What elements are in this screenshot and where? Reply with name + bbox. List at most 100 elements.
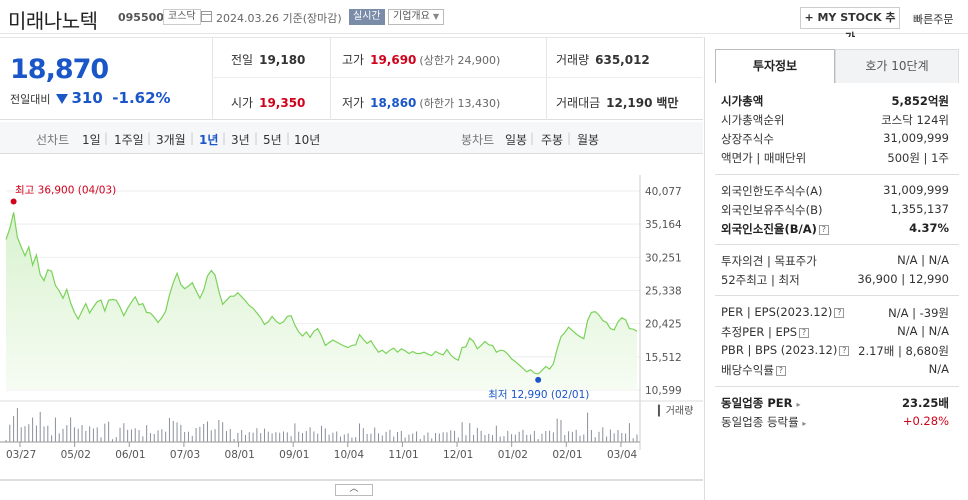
volume-bar: [385, 431, 387, 442]
volume-bar: [309, 427, 311, 442]
help-icon[interactable]: ?: [799, 328, 810, 338]
volume-bar: [115, 437, 117, 442]
volume-bar: [351, 437, 353, 442]
volume-bar: [397, 432, 399, 442]
volume-bar: [47, 425, 49, 442]
week52-label: 52주최고 | 최저: [721, 273, 800, 287]
high-label: 고가: [342, 53, 365, 67]
prev-close: 전일 19,180: [231, 51, 305, 68]
volume-bar: [328, 434, 330, 442]
volume-bar: [465, 435, 467, 442]
tab-3m[interactable]: 3개월: [156, 133, 186, 147]
est-per-value: N/A | N/A: [897, 324, 949, 338]
amount-value: 12,190: [606, 96, 653, 110]
amount-label: 거래대금: [556, 96, 601, 110]
price-chart[interactable]: 40,077 35,164 30,251 25,338 20,425 15,512 10,5…: [0, 155, 703, 500]
collapse-chart-button[interactable]: ︿: [335, 484, 373, 496]
volume-bar: [24, 426, 26, 442]
help-icon[interactable]: ?: [839, 346, 850, 356]
volume-bar: [602, 427, 604, 442]
open-value: 19,350: [259, 96, 306, 110]
tab-invest-info[interactable]: 투자정보: [715, 49, 835, 83]
pbr-row: PBR | BPS (2023.12)? 2.17배 | 8,680원: [721, 343, 949, 361]
opinion-row: 투자의견 | 목표주가 N/A | N/A: [721, 253, 949, 271]
volume-bar: [636, 434, 638, 442]
tab-3y[interactable]: 3년: [231, 133, 250, 147]
volume-bar: [279, 432, 281, 442]
volume-bar: [625, 433, 627, 442]
add-my-stock-button[interactable]: + MY STOCK 추가: [800, 7, 900, 44]
volume-bar: [275, 432, 277, 442]
prev-close-label: 전일: [231, 53, 254, 67]
help-icon[interactable]: ?: [818, 225, 829, 235]
volume-bar: [301, 433, 303, 442]
foreign-ratio-value: 4.37%: [909, 221, 949, 235]
price-summary: 18,870 전일대비 310 -1.62% 전일 19,180 고가 19,690…: [0, 37, 703, 120]
volume-bar: [248, 432, 250, 442]
tab-10y[interactable]: 10년: [294, 133, 321, 147]
company-overview-button[interactable]: 기업개요 ▼: [388, 9, 445, 25]
volume-bar: [549, 430, 551, 442]
shares-label: 상장주식수: [721, 132, 774, 146]
volume-bar: [32, 417, 34, 442]
volume-bar: [104, 423, 106, 442]
tab-1y[interactable]: 1년: [199, 133, 219, 147]
volume-bar: [313, 431, 315, 442]
volume-bar: [564, 435, 566, 442]
change-percent: -1.62%: [112, 89, 171, 107]
volume-bar: [632, 438, 634, 442]
volume-bar: [355, 437, 357, 442]
sector-per-label-wrap[interactable]: 동일업종 PER ▸: [721, 395, 801, 411]
realtime-button[interactable]: 실시간: [349, 9, 385, 25]
volume-bar: [412, 433, 414, 442]
tab-orderbook-10[interactable]: 호가 10단계: [835, 49, 959, 83]
volume-bar: [530, 434, 532, 442]
volume-bar: [389, 429, 391, 442]
tab-1w[interactable]: 1주일: [114, 133, 144, 147]
foreign-ratio-label-wrap: 외국인소진율(B/A)?: [721, 221, 829, 237]
sector-change-label-wrap[interactable]: 동일업종 등락률 ▸: [721, 414, 806, 430]
tab-weekly[interactable]: 주봉: [541, 133, 564, 147]
volume-bar: [252, 432, 254, 442]
tab-5y[interactable]: 5년: [263, 133, 282, 147]
as-of-date: 2024.03.26 기준(장마감): [216, 12, 342, 25]
x-tick-label: 11/01: [388, 449, 418, 461]
down-triangle-icon: [55, 94, 68, 104]
divider: |: [286, 131, 291, 145]
volume-bar: [282, 431, 284, 442]
volume-bar: [111, 439, 113, 442]
volume-bar: [54, 417, 56, 442]
help-icon[interactable]: ?: [775, 366, 786, 376]
est-per-label: 추정PER | EPS: [721, 325, 798, 339]
volume-bar: [579, 435, 581, 442]
week52-row: 52주최고 | 최저 36,900 | 12,990: [721, 272, 949, 290]
foreign-ratio-row: 외국인소진율(B/A)? 4.37%: [721, 221, 949, 239]
divider: [715, 244, 959, 245]
change-row: 전일대비 310 -1.62%: [10, 89, 171, 107]
volume-bar: [450, 430, 452, 442]
volume-bar: [317, 433, 319, 442]
volume-bar: [119, 427, 121, 442]
per-value: N/A | -39원: [888, 306, 949, 320]
y-tick-label: 40,077: [645, 186, 682, 198]
volume-bar: [28, 424, 30, 442]
volume-bar: [66, 425, 68, 442]
invest-info-panel: 투자정보 호가 10단계 시가총액 5,852억원 시가총액순위 코스닥 124위 …: [704, 37, 968, 500]
tab-1d[interactable]: 1일: [82, 133, 101, 147]
change-amount: 310: [71, 89, 103, 107]
tab-daily[interactable]: 일봉: [505, 133, 528, 147]
volume-bar: [134, 428, 136, 442]
tab-monthly[interactable]: 월봉: [577, 133, 600, 147]
volume-legend: ▎거래량: [657, 404, 693, 417]
volume-bar: [606, 436, 608, 442]
volume-bar: [545, 431, 547, 442]
help-icon[interactable]: ?: [834, 308, 845, 318]
quick-order-button[interactable]: 빠른주문: [913, 13, 954, 26]
par-label: 액면가 | 매매단위: [721, 151, 807, 165]
volume-bar: [180, 424, 182, 442]
candle-chart-label: 봉차트: [461, 133, 495, 147]
volume-bar: [260, 433, 262, 442]
volume-bar: [16, 408, 18, 442]
volume-bar: [210, 430, 212, 442]
y-tick-label: 25,338: [645, 286, 682, 298]
